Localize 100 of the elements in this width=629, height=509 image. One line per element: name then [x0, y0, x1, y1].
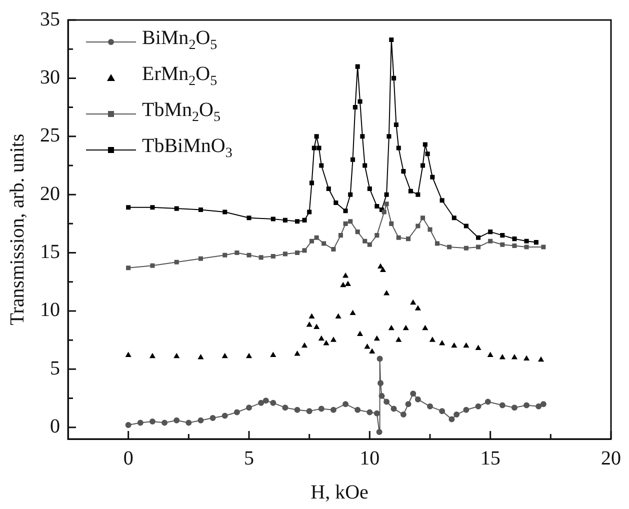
point: [270, 352, 276, 357]
point: [541, 244, 546, 250]
point: [306, 408, 312, 414]
point: [416, 224, 420, 228]
point: [126, 266, 131, 270]
point: [376, 356, 383, 362]
point: [174, 417, 180, 424]
x-tick-label: 15: [480, 447, 500, 470]
point: [340, 282, 346, 288]
point: [439, 340, 445, 346]
point: [384, 202, 389, 206]
y-tick-label: 30: [40, 66, 60, 88]
legend-label: ErMn$_{2}$O$_{5}$: [142, 62, 218, 91]
point: [401, 169, 406, 174]
x-tick-label: 20: [601, 447, 621, 470]
point: [374, 233, 380, 238]
point: [234, 250, 240, 256]
point: [345, 281, 351, 286]
point: [302, 218, 307, 222]
point: [405, 401, 412, 408]
point: [512, 354, 518, 360]
point: [430, 174, 435, 180]
point: [336, 314, 341, 319]
point: [270, 216, 276, 222]
point: [210, 415, 216, 422]
point: [318, 406, 324, 412]
point: [149, 418, 156, 425]
point: [427, 403, 433, 410]
point: [162, 420, 168, 426]
point: [416, 192, 420, 197]
point: [396, 337, 402, 342]
point: [309, 238, 314, 244]
point: [488, 352, 493, 357]
point: [348, 219, 353, 224]
point: [330, 406, 336, 413]
point: [324, 340, 329, 346]
point: [322, 241, 326, 246]
point: [350, 310, 356, 316]
point: [369, 348, 375, 354]
point: [302, 342, 308, 348]
point: [355, 64, 360, 69]
point: [464, 342, 469, 348]
point: [125, 422, 132, 428]
point: [306, 322, 312, 327]
point: [312, 146, 316, 150]
point: [198, 256, 203, 261]
point: [314, 235, 319, 240]
point: [524, 244, 529, 250]
point: [282, 404, 288, 411]
point: [454, 412, 460, 418]
point: [512, 244, 517, 248]
point: [364, 344, 370, 349]
point: [428, 227, 432, 232]
point: [150, 353, 156, 358]
point: [374, 410, 380, 416]
point: [367, 186, 372, 192]
point: [374, 204, 380, 208]
point: [425, 152, 430, 156]
point: [126, 352, 131, 357]
x-axis-title: H, kOe: [310, 481, 369, 504]
point: [318, 336, 324, 341]
legend-label: TbBiMnO$_{3}$: [142, 134, 232, 163]
point: [447, 244, 452, 250]
point: [366, 409, 373, 416]
point: [314, 134, 319, 139]
point: [222, 252, 228, 258]
point: [378, 392, 385, 399]
point: [389, 38, 394, 42]
point: [422, 142, 428, 147]
x-tick-label: 5: [244, 447, 254, 470]
point: [451, 342, 457, 348]
point: [150, 263, 155, 268]
point: [434, 241, 440, 246]
point: [420, 216, 426, 220]
point: [338, 233, 343, 238]
point: [400, 412, 406, 418]
point: [488, 238, 493, 244]
point: [384, 192, 389, 197]
point: [126, 205, 131, 210]
point: [314, 324, 320, 330]
point: [448, 416, 455, 422]
point: [198, 354, 204, 360]
point: [403, 325, 409, 330]
point: [488, 230, 493, 234]
point: [524, 402, 530, 408]
point: [476, 345, 481, 350]
point: [408, 188, 413, 194]
point: [389, 221, 394, 226]
point: [475, 403, 482, 410]
point: [499, 402, 506, 408]
point: [476, 244, 481, 250]
point: [410, 300, 416, 305]
point: [137, 420, 144, 426]
point: [415, 306, 421, 310]
y-axis-title: Transmission, arb. units: [6, 134, 28, 326]
point: [246, 404, 252, 411]
point: [234, 409, 240, 416]
point: [512, 236, 517, 242]
point: [390, 406, 397, 412]
y-tick-label: 35: [40, 8, 60, 30]
